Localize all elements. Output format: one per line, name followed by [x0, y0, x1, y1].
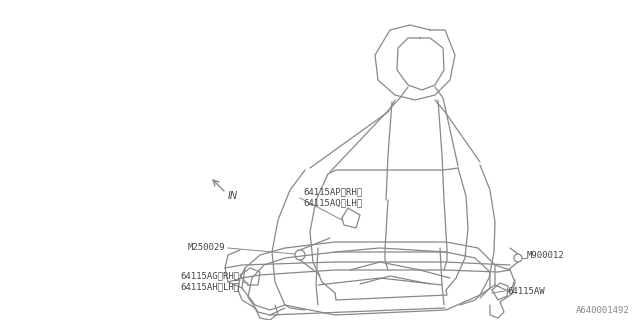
Text: 64115AH〈LH〉: 64115AH〈LH〉 — [180, 283, 239, 292]
Text: 64115AP〈RH〉: 64115AP〈RH〉 — [303, 188, 362, 196]
Text: M900012: M900012 — [527, 251, 564, 260]
Text: 64115AW: 64115AW — [507, 286, 545, 295]
Text: M250029: M250029 — [188, 244, 225, 252]
Text: IN: IN — [228, 191, 238, 201]
Text: A640001492: A640001492 — [576, 306, 630, 315]
Text: 64115AG〈RH〉: 64115AG〈RH〉 — [180, 271, 239, 281]
Text: 64115AQ〈LH〉: 64115AQ〈LH〉 — [303, 198, 362, 207]
